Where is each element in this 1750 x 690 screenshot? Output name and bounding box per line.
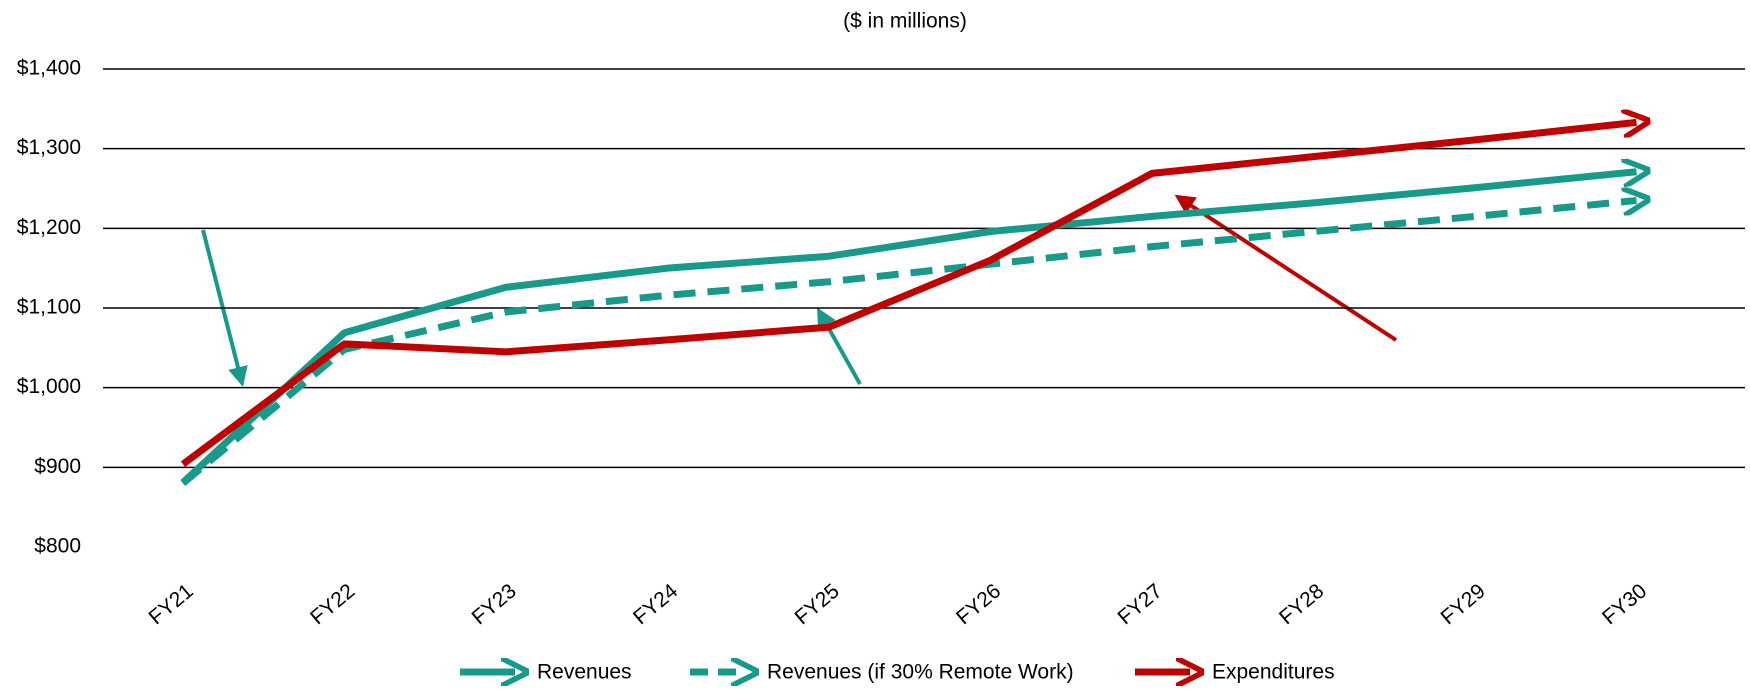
x-tick-label: FY26 [952,579,1005,629]
x-tick-label: FY29 [1437,579,1490,629]
annotation-arrow [201,229,248,387]
x-tick-label: FY22 [306,579,359,629]
legend-label: Expenditures [1212,661,1335,684]
y-tick-label: $1,000 [17,375,81,398]
y-tick-label: $800 [34,535,81,558]
y-tick-label: $1,400 [17,57,81,80]
line-series [180,200,1637,486]
line-series [180,172,1637,486]
y-tick-label: $1,100 [17,296,81,319]
legend-item: Expenditures [1135,661,1335,684]
y-tick-label: $1,200 [17,216,81,239]
annotation-arrow [1174,194,1398,342]
x-tick-label: FY28 [1275,579,1328,629]
annotations [201,194,1398,387]
chart-title: ($ in millions) [843,10,967,33]
x-tick-label: FY27 [1114,579,1167,629]
y-tick-label: $900 [34,455,81,478]
legend-label: Revenues (if 30% Remote Work) [767,661,1074,684]
x-tick-label: FY21 [145,579,198,629]
legend-item: Revenues [460,661,632,684]
x-tick-label: FY24 [629,579,682,629]
line-series [180,122,1637,467]
y-tick-label: $1,300 [17,136,81,159]
x-tick-label: FY23 [468,579,521,629]
legend-label: Revenues [537,661,632,684]
annotation-arrow [817,307,862,385]
x-tick-label: FY25 [791,579,844,629]
legend-item: Revenues (if 30% Remote Work) [690,661,1074,684]
x-tick-label: FY30 [1598,579,1651,629]
